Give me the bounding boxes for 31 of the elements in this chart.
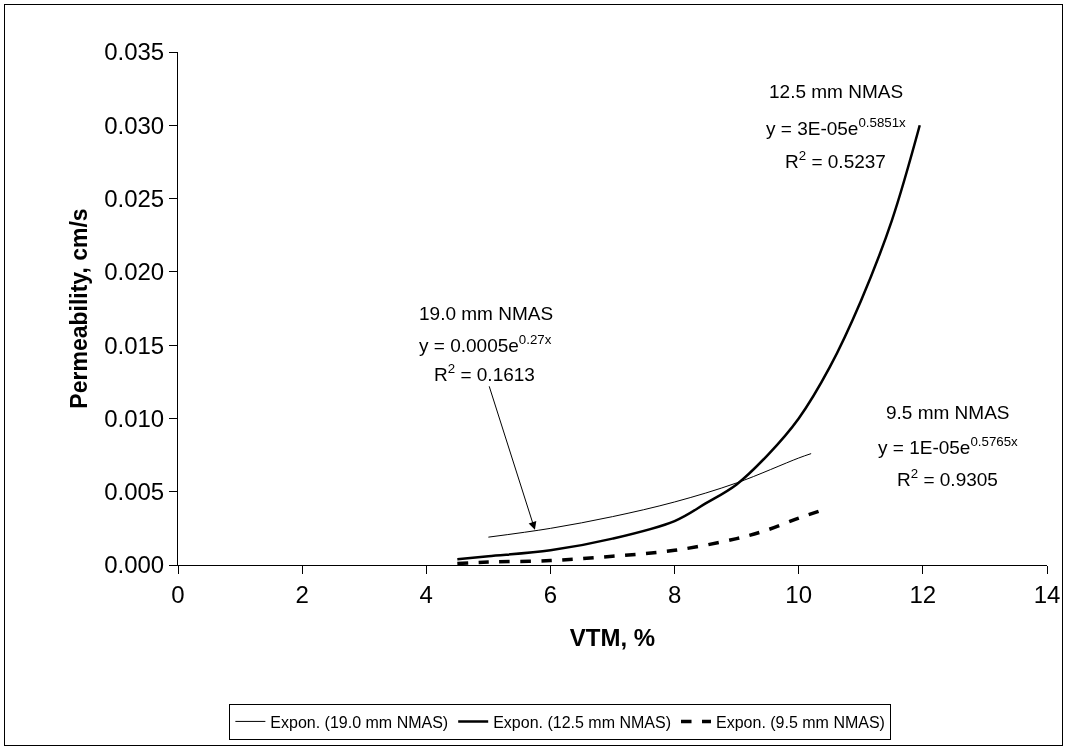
annotation: 19.0 mm NMAS bbox=[419, 303, 554, 324]
y-tick-label: 0.025 bbox=[104, 184, 165, 212]
annotation: y = 1E-05e$^{0.5765x}$ bbox=[878, 434, 1019, 458]
y-tick-label: 0.010 bbox=[104, 404, 165, 432]
line-series bbox=[487, 453, 812, 538]
annotation: 9.5 mm NMAS bbox=[886, 402, 1010, 423]
y-tick-label: 0.000 bbox=[104, 551, 165, 579]
y-tick-label: 0.020 bbox=[104, 258, 165, 286]
y-tick-label: 0.005 bbox=[104, 478, 165, 506]
x-tick-label: 14 bbox=[1033, 580, 1061, 608]
legend-label: Expon. (19.0 mm NMAS) bbox=[270, 713, 449, 731]
annotation: y = 3E-05e$^{0.5851x}$ bbox=[766, 115, 907, 139]
annotation: y = 0.0005e$^{0.27x}$ bbox=[419, 332, 552, 356]
y-tick-label: 0.015 bbox=[104, 331, 165, 359]
x-tick-label: 2 bbox=[295, 580, 309, 608]
y-axis-title: Permeability, cm/s bbox=[65, 208, 92, 409]
legend-label: Expon. (12.5 mm NMAS) bbox=[493, 713, 672, 731]
annotation: 12.5 mm NMAS bbox=[769, 81, 904, 102]
x-tick-label: 10 bbox=[785, 580, 813, 608]
annotation: R$^{2}$ = 0.1613 bbox=[434, 361, 535, 385]
annotation: R$^{2}$ = 0.5237 bbox=[785, 148, 886, 172]
x-axis-title: VTM, % bbox=[569, 624, 656, 652]
x-tick-label: 12 bbox=[909, 580, 937, 608]
y-tick-label: 0.030 bbox=[104, 111, 165, 139]
x-tick-label: 4 bbox=[419, 580, 433, 608]
legend-label: Expon. (9.5 mm NMAS) bbox=[716, 713, 885, 731]
x-tick-label: 8 bbox=[667, 580, 682, 608]
y-tick-label: 0.035 bbox=[104, 38, 165, 66]
annotation: R$^{2}$ = 0.9305 bbox=[897, 466, 998, 490]
x-tick-label: 6 bbox=[543, 580, 558, 608]
x-tick-label: 0 bbox=[171, 580, 185, 608]
